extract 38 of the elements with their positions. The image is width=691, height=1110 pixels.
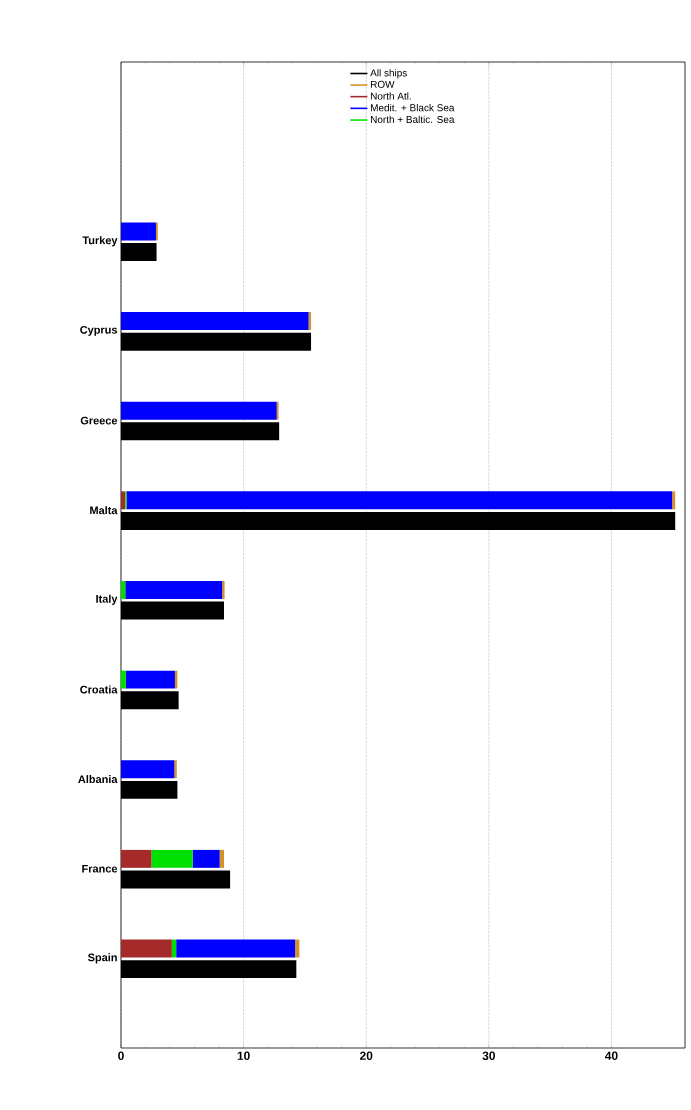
x-tick-label: 0 [118, 1051, 124, 1060]
bar [174, 760, 177, 779]
y-tick-label: Greece [80, 416, 118, 425]
y-tick-label: Spain [87, 953, 117, 964]
bar [219, 849, 224, 868]
y-tick-label: Croatia [80, 685, 118, 694]
legend-label: All ships [370, 69, 407, 79]
y-tick-label: France [82, 864, 118, 873]
bar [151, 849, 193, 868]
bar [121, 670, 126, 689]
y-tick-label: Italy [96, 594, 118, 605]
bar [121, 760, 175, 779]
legend-label: North + Baltic. Sea [370, 115, 455, 124]
y-tick-label: Turkey [82, 236, 118, 247]
x-tick-label: 10 [237, 1051, 250, 1060]
bar [176, 939, 296, 958]
y-tick-label: Albania [78, 775, 118, 784]
y-tick-label: Cyprus [80, 325, 118, 336]
x-tick-label: 20 [359, 1051, 373, 1060]
bar [121, 939, 172, 958]
bar [125, 581, 223, 599]
bar [126, 491, 673, 510]
bar [121, 222, 156, 241]
y-tick-label: Malta [90, 506, 118, 515]
legend-label: Medit. + Black Sea [370, 104, 455, 112]
bar [121, 312, 309, 331]
x-tick-label: 40 [604, 1051, 618, 1060]
legend-label: ROW [370, 80, 395, 88]
bar [121, 491, 126, 510]
bar [192, 849, 220, 868]
bar [121, 401, 277, 420]
legend-label: North Atl. [370, 92, 411, 100]
x-tick-label: 30 [482, 1051, 495, 1061]
bar [121, 581, 126, 599]
bar [222, 581, 225, 599]
bar [672, 491, 676, 510]
bar [125, 670, 175, 689]
bar [121, 849, 152, 868]
